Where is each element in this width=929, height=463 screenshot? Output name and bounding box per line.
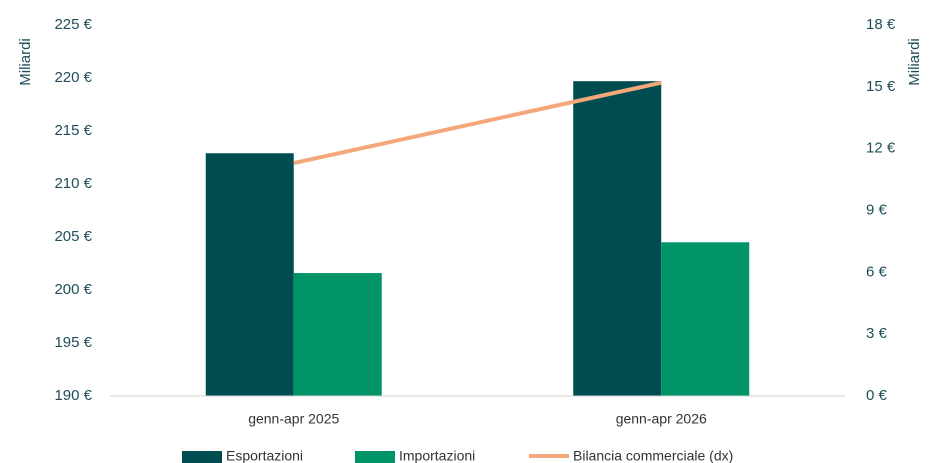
y-tick-label: 205 € — [54, 228, 92, 245]
y-tick-label: 220 € — [54, 69, 92, 86]
y2-tick-label: 12 € — [866, 140, 896, 157]
bar — [661, 242, 750, 396]
line — [293, 80, 662, 166]
y2-tick-label: 6 € — [866, 263, 888, 280]
x-tick-label: genn-apr 2025 — [248, 411, 339, 427]
y2-tick-label: 15 € — [866, 78, 896, 95]
y2-tick-label: 0 € — [866, 387, 888, 404]
x-tick-label: genn-apr 2026 — [616, 411, 707, 427]
bar — [205, 153, 294, 396]
y2-tick-label: 3 € — [866, 325, 888, 342]
y-tick-label: 215 € — [54, 122, 92, 139]
y-axis-title: Miliardi — [17, 38, 34, 86]
y-tick-label: 195 € — [54, 334, 92, 351]
y-tick-label: 200 € — [54, 281, 92, 298]
legend-swatch — [355, 451, 395, 463]
legend-swatch — [182, 451, 222, 463]
y2-tick-label: 9 € — [866, 201, 888, 218]
legend-label: Esportazioni — [226, 448, 303, 463]
legend-label: Bilancia commerciale (dx) — [573, 448, 733, 463]
y2-axis-title: Miliardi — [906, 38, 923, 86]
bar — [573, 81, 662, 397]
y-tick-label: 225 € — [54, 16, 92, 33]
y-tick-label: 190 € — [54, 387, 92, 404]
y-tick-label: 210 € — [54, 175, 92, 192]
legend-label: Importazioni — [399, 448, 475, 463]
y2-tick-label: 18 € — [866, 16, 896, 33]
bar — [293, 273, 382, 396]
